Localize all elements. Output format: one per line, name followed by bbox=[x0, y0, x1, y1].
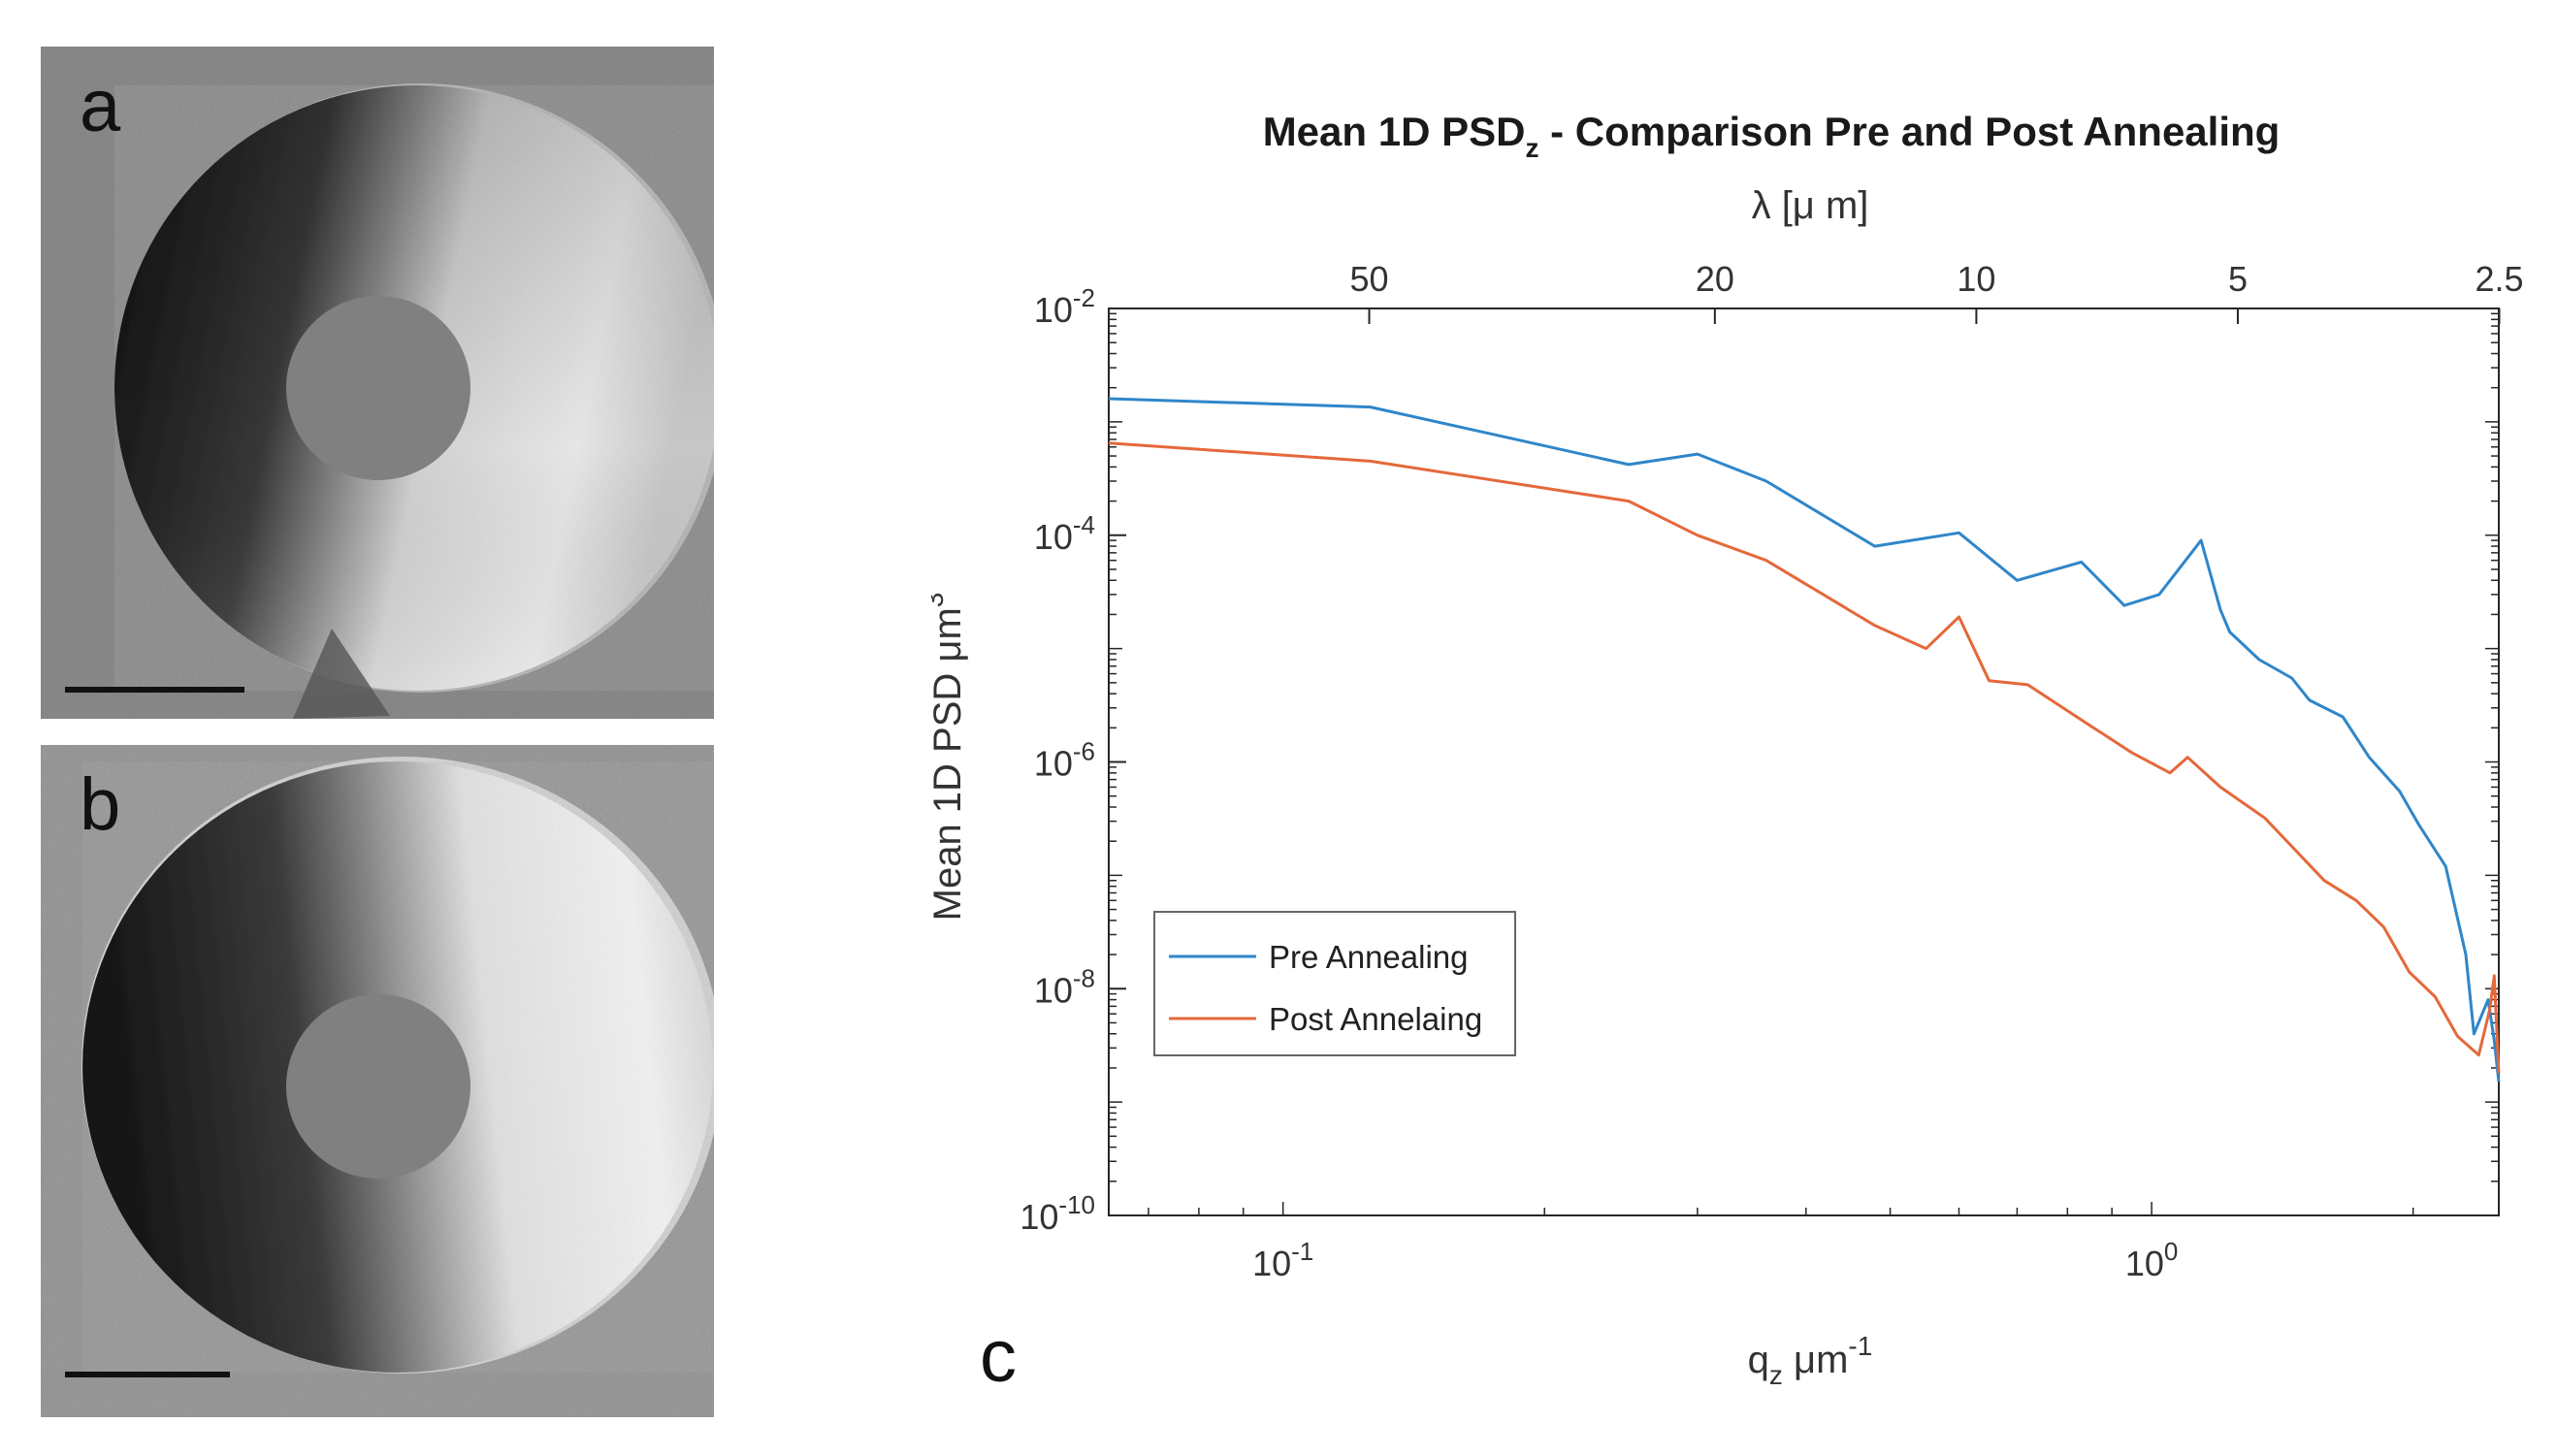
y-tick-label: 10-10 bbox=[1020, 1190, 1095, 1237]
series-lines bbox=[1108, 397, 2501, 1083]
series-line-post bbox=[1108, 441, 2501, 1074]
y-tick-label: 10-6 bbox=[1034, 737, 1095, 784]
legend-label-post: Post Annelaing bbox=[1269, 1001, 1482, 1037]
top-tick-label: 5 bbox=[2228, 259, 2248, 299]
legend: Pre Annealing Post Annelaing bbox=[1153, 911, 1516, 1056]
y-axis-label: Mean 1D PSD μm3 bbox=[931, 593, 969, 922]
top-tick-label: 20 bbox=[1696, 259, 1734, 299]
legend-label-pre: Pre Annealing bbox=[1269, 939, 1469, 975]
plot-area bbox=[1108, 307, 2500, 1216]
y-tick-label: 10-4 bbox=[1034, 510, 1095, 557]
x-tick-label: 100 bbox=[2125, 1237, 2179, 1283]
y-tick-label: 10-2 bbox=[1034, 283, 1095, 330]
psd-chart-panel: Mean 1D PSDz - Comparison Pre and Post A… bbox=[931, 87, 2557, 1456]
panel-label-a: a bbox=[80, 65, 121, 147]
plot-frame bbox=[1108, 307, 2500, 1216]
axis-ticks: 10-1 100 10-2 10-4 10-6 10-8 10-10 50 20 10 5 2.5 bbox=[1020, 259, 2523, 1283]
panel-label-c: c bbox=[980, 1315, 1017, 1398]
psd-chart: Mean 1D PSDz - Comparison Pre and Post A… bbox=[931, 109, 2524, 1390]
micrograph-b-image bbox=[41, 745, 714, 1417]
chart-title: Mean 1D PSDz - Comparison Pre and Post A… bbox=[1263, 109, 2281, 163]
top-tick-label: 10 bbox=[1957, 259, 1995, 299]
top-tick-label: 2.5 bbox=[2475, 259, 2523, 299]
top-tick-label: 50 bbox=[1349, 259, 1388, 299]
x-axis-label: qz μm-1 bbox=[1748, 1331, 1873, 1390]
y-tick-label: 10-8 bbox=[1034, 963, 1095, 1010]
panel-label-b: b bbox=[80, 763, 121, 846]
legend-box bbox=[1153, 911, 1516, 1056]
micrograph-a-image bbox=[41, 47, 714, 719]
micrograph-panel-b: b bbox=[41, 745, 714, 1417]
micrograph-panel-a: a bbox=[41, 47, 714, 719]
top-axis-label: λ [μ m] bbox=[1752, 184, 1869, 227]
series-line-pre bbox=[1108, 397, 2501, 1083]
x-tick-label: 10-1 bbox=[1252, 1237, 1313, 1283]
